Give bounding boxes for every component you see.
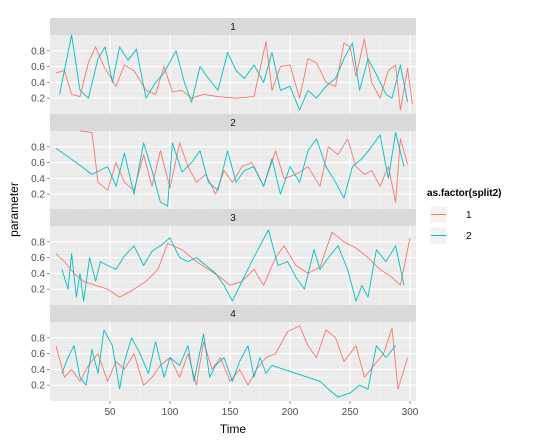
- facet-panel-2: 2 0.2 0.4 0.6 0.8: [31, 114, 416, 210]
- facet-strip: [50, 209, 416, 226]
- x-axis: 50 100 150 200 250 300: [104, 401, 419, 418]
- series-line-2: [55, 132, 405, 207]
- facet-panel-3: 3 0.2 0.4 0.6 0.8: [31, 209, 416, 305]
- x-tick-label: 200: [282, 407, 299, 418]
- legend: as.factor(split2) 1 2: [427, 188, 501, 245]
- facet-panel-4: 4 0.2 0.4 0.6 0.8: [31, 305, 416, 401]
- facet-strip-label: 1: [230, 22, 236, 33]
- series-line-1: [55, 325, 409, 390]
- facet-panels: 10.20.40.60.820.20.40.60.830.20.40.60.84…: [31, 18, 416, 401]
- y-tick-label: 0.6: [31, 62, 45, 73]
- y-tick-label: 0.2: [31, 94, 45, 105]
- facet-strip: [50, 114, 416, 131]
- x-tick-label: 50: [104, 407, 116, 418]
- series-line-2: [61, 229, 405, 302]
- series-line-2: [59, 34, 409, 111]
- y-tick-label: 0.8: [31, 333, 45, 344]
- facet-strip-label: 3: [230, 213, 236, 224]
- y-tick-label: 0.4: [31, 78, 45, 89]
- y-tick-label: 0.8: [31, 237, 45, 248]
- series-line-1: [55, 231, 411, 298]
- y-tick-label: 0.2: [31, 285, 45, 296]
- x-axis-title: Time: [220, 422, 247, 436]
- y-tick-label: 0.2: [31, 381, 45, 392]
- series-line-1: [79, 130, 409, 203]
- y-tick-label: 0.6: [31, 349, 45, 360]
- facet-strip: [50, 305, 416, 322]
- series-line-1: [55, 38, 413, 111]
- x-tick-label: 150: [222, 407, 239, 418]
- y-axis-title: parameter: [7, 182, 21, 237]
- y-tick-label: 0.6: [31, 253, 45, 264]
- legend-label: 1: [466, 210, 472, 221]
- y-tick-label: 0.6: [31, 158, 45, 169]
- facet-strip-label: 2: [230, 118, 236, 129]
- y-tick-label: 0.4: [31, 269, 45, 280]
- y-tick-label: 0.8: [31, 142, 45, 153]
- x-tick-label: 250: [342, 407, 359, 418]
- legend-title: as.factor(split2): [427, 188, 501, 199]
- x-tick-label: 100: [162, 407, 179, 418]
- facet-strip: [50, 18, 416, 35]
- y-tick-label: 0.8: [31, 46, 45, 57]
- x-tick-label: 300: [402, 407, 419, 418]
- facet-panel-1: 1 0.2 0.4 0.6 0.8: [31, 18, 416, 114]
- legend-label: 2: [466, 231, 472, 242]
- y-tick-label: 0.4: [31, 365, 45, 376]
- y-tick-label: 0.2: [31, 190, 45, 201]
- facet-strip-label: 4: [230, 309, 236, 320]
- y-tick-label: 0.4: [31, 174, 45, 185]
- series-line-2: [61, 329, 396, 398]
